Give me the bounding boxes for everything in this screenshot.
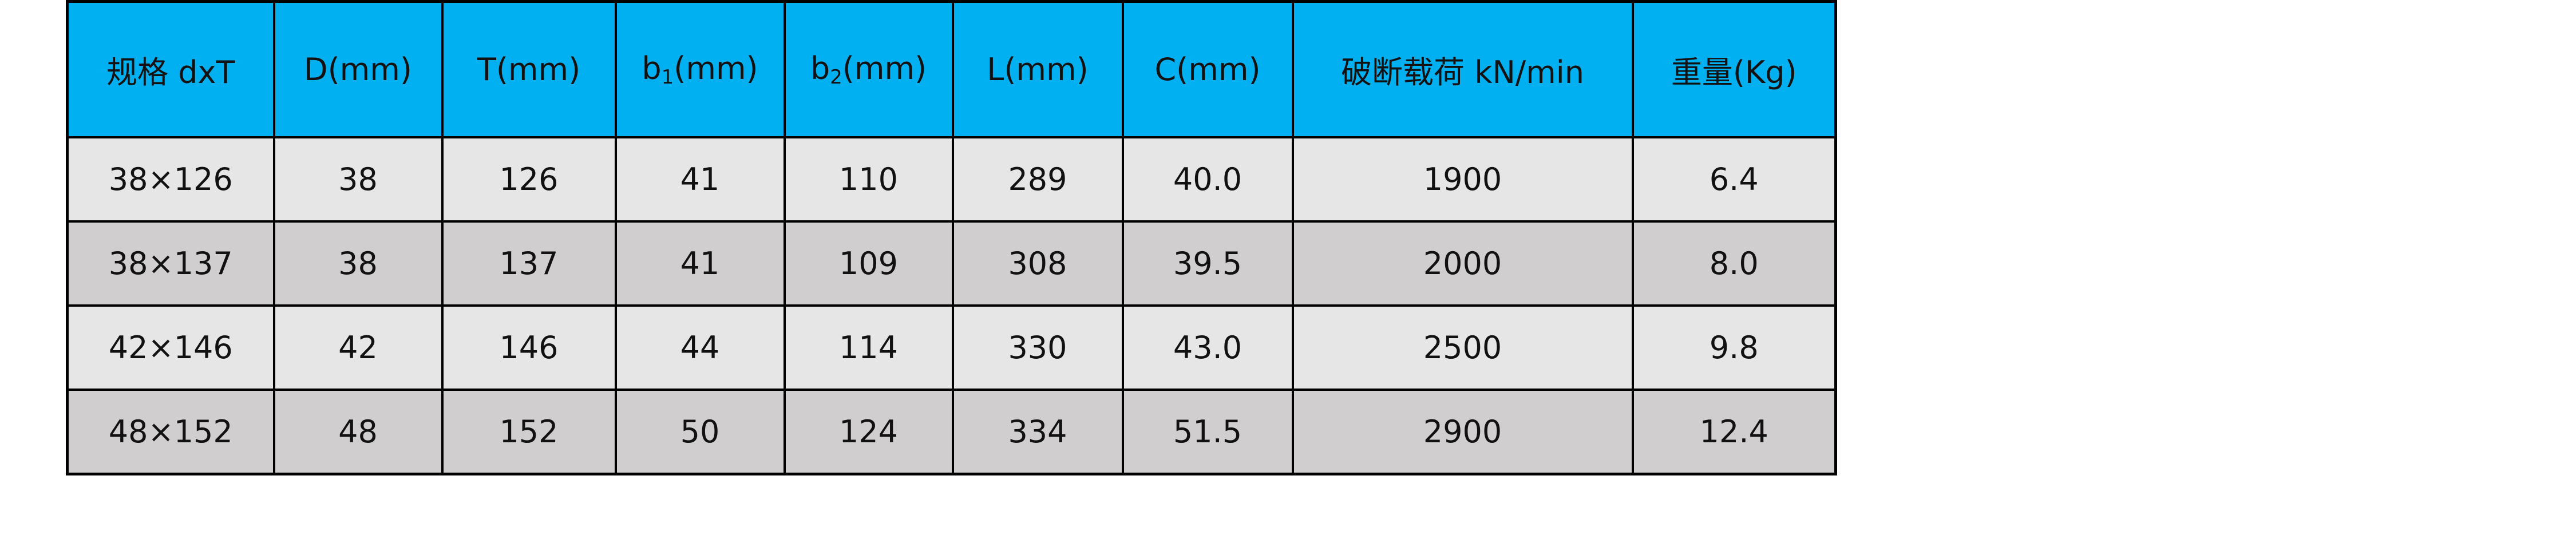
- cell-d: 48: [272, 389, 444, 475]
- cell-l: 289: [951, 136, 1124, 223]
- cell-b2: 110: [783, 136, 954, 223]
- cell-l: 308: [951, 220, 1124, 307]
- header-b1-pre: b: [642, 50, 662, 86]
- cell-b2: 114: [783, 304, 954, 391]
- header-b2: b2(mm): [783, 0, 954, 138]
- cell-spec: 38×137: [66, 220, 275, 307]
- table-row: 48×152 48 152 50 124 334 51.5 2900 12.4: [66, 389, 1837, 475]
- cell-c: 43.0: [1121, 304, 1294, 391]
- cell-breaking-load: 1900: [1291, 136, 1634, 223]
- header-t: T(mm): [441, 0, 617, 138]
- cell-b2: 124: [783, 389, 954, 475]
- cell-t: 152: [441, 389, 617, 475]
- table-row: 38×126 38 126 41 110 289 40.0 1900 6.4: [66, 136, 1837, 223]
- cell-weight: 8.0: [1631, 220, 1837, 307]
- table-row: 38×137 38 137 41 109 308 39.5 2000 8.0: [66, 220, 1837, 307]
- cell-spec: 38×126: [66, 136, 275, 223]
- cell-t: 146: [441, 304, 617, 391]
- cell-l: 330: [951, 304, 1124, 391]
- cell-l: 334: [951, 389, 1124, 475]
- header-b2-sub: 2: [830, 66, 842, 89]
- cell-b1: 50: [614, 389, 786, 475]
- spec-table: 规格 dxT D(mm) T(mm) b1(mm) b2(mm) L(mm) C…: [66, 0, 1837, 475]
- header-b2-post: (mm): [842, 50, 927, 86]
- cell-breaking-load: 2900: [1291, 389, 1634, 475]
- cell-c: 51.5: [1121, 389, 1294, 475]
- cell-b1: 44: [614, 304, 786, 391]
- header-c: C(mm): [1121, 0, 1294, 138]
- header-spec: 规格 dxT: [66, 0, 275, 138]
- cell-weight: 6.4: [1631, 136, 1837, 223]
- header-weight: 重量(Kg): [1631, 0, 1837, 138]
- cell-breaking-load: 2000: [1291, 220, 1634, 307]
- cell-weight: 12.4: [1631, 389, 1837, 475]
- header-l: L(mm): [951, 0, 1124, 138]
- cell-b1: 41: [614, 136, 786, 223]
- cell-c: 40.0: [1121, 136, 1294, 223]
- cell-d: 38: [272, 136, 444, 223]
- cell-weight: 9.8: [1631, 304, 1837, 391]
- header-row: 规格 dxT D(mm) T(mm) b1(mm) b2(mm) L(mm) C…: [66, 0, 1837, 138]
- header-b1-sub: 1: [661, 66, 674, 89]
- header-b2-pre: b: [810, 50, 830, 86]
- cell-t: 137: [441, 220, 617, 307]
- cell-breaking-load: 2500: [1291, 304, 1634, 391]
- cell-b1: 41: [614, 220, 786, 307]
- cell-spec: 42×146: [66, 304, 275, 391]
- cell-c: 39.5: [1121, 220, 1294, 307]
- header-b1-post: (mm): [674, 50, 758, 86]
- cell-d: 42: [272, 304, 444, 391]
- header-d: D(mm): [272, 0, 444, 138]
- header-b1: b1(mm): [614, 0, 786, 138]
- cell-t: 126: [441, 136, 617, 223]
- table-row: 42×146 42 146 44 114 330 43.0 2500 9.8: [66, 304, 1837, 391]
- cell-b2: 109: [783, 220, 954, 307]
- cell-d: 38: [272, 220, 444, 307]
- header-breaking-load: 破断载荷 kN/min: [1291, 0, 1634, 138]
- cell-spec: 48×152: [66, 389, 275, 475]
